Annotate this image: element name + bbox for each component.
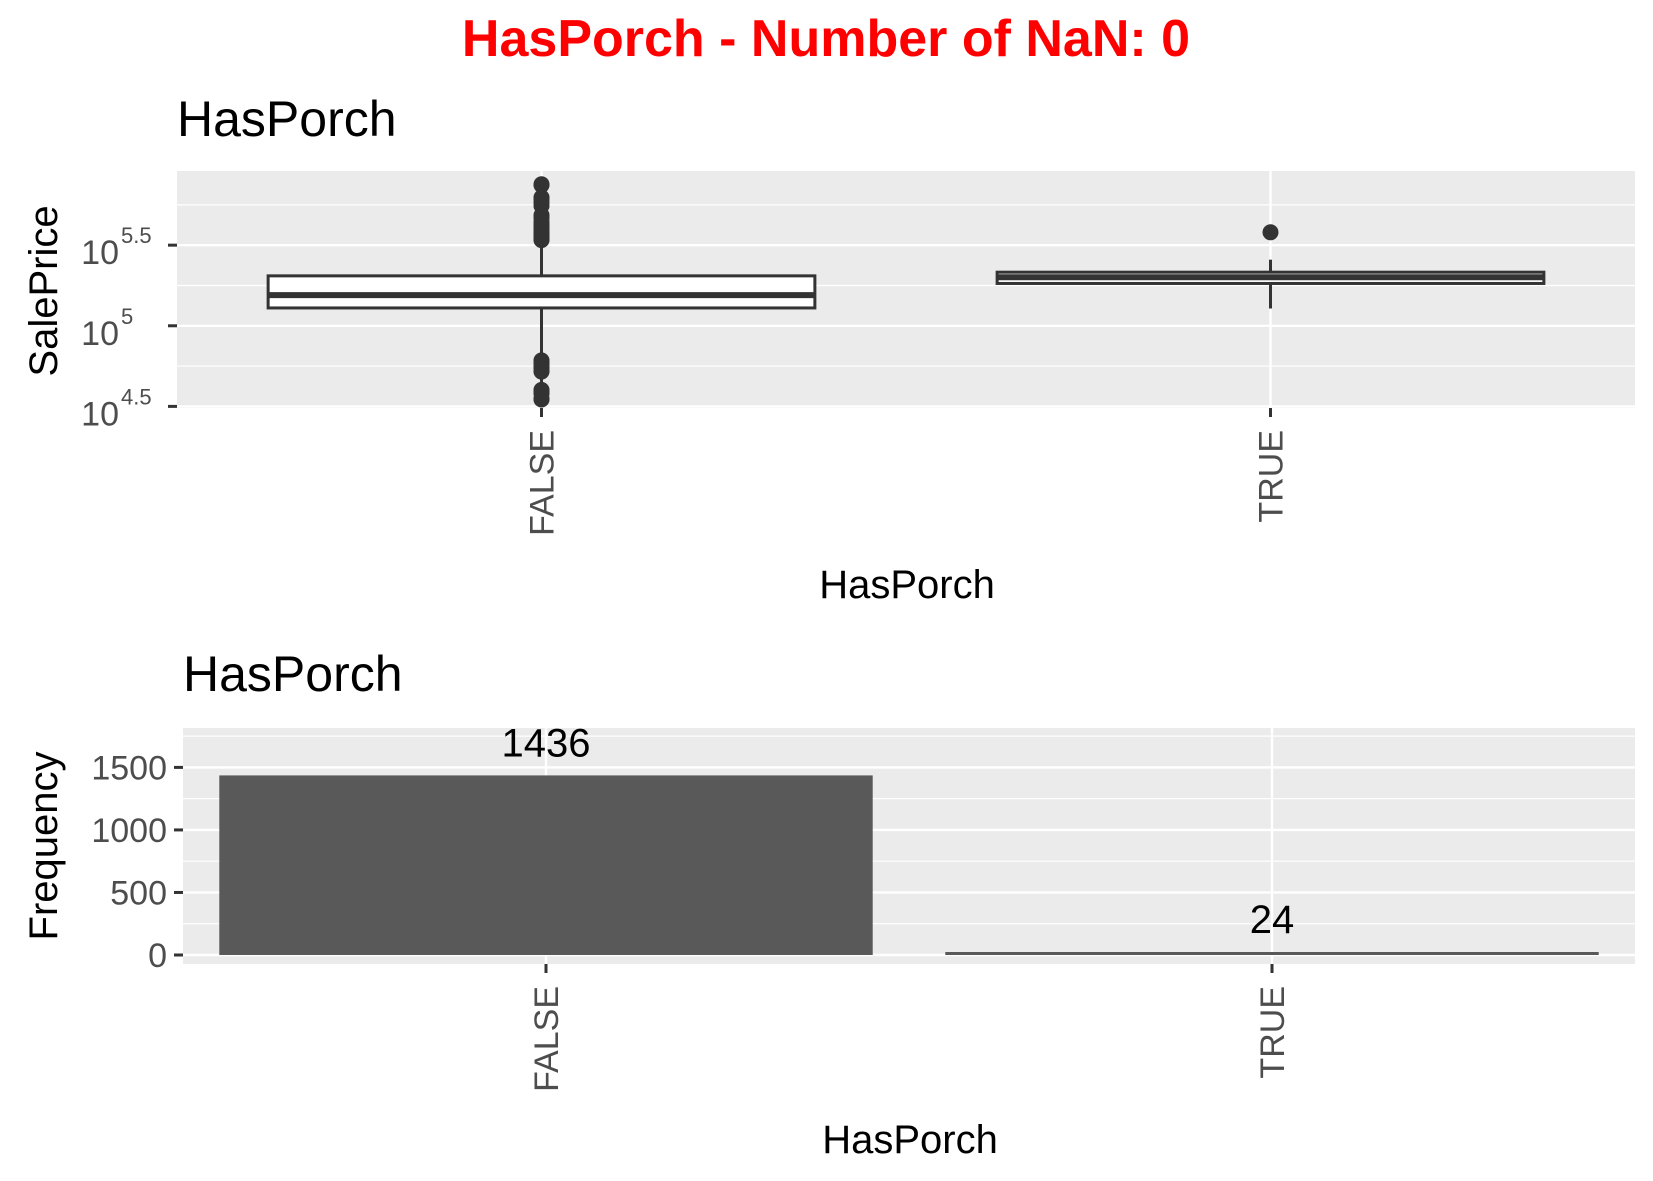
main-title: HasPorch - Number of NaN: 0 [462,10,1190,68]
barplot-x-tick-label: TRUE [1254,986,1292,1079]
barplot-title: HasPorch [183,646,403,702]
boxplot-x-tick-label: TRUE [1253,430,1291,523]
barplot-y-axis: 0 500 1000 1500 [91,749,183,975]
boxplot-y-tick-exponent: 5.5 [121,223,152,248]
barplot-x-tick-label: FALSE [528,986,566,1092]
box-outlier-point [533,176,550,193]
bar-data-label: 24 [1250,898,1295,942]
boxplot-panel: HasPorch 10 4.510 510 5.5 FALSE TRUE HasPorc… [22,91,1635,607]
barplot-y-tick-label: 0 [148,937,167,975]
boxplot-y-axis-title: SalePrice [22,205,66,376]
boxplot-y-tick-exponent: 4.5 [121,384,152,409]
barplot-y-axis-title: Frequency [22,752,66,941]
boxplot-grid [177,171,1635,408]
barplot-y-tick-label: 1000 [91,812,167,850]
boxplot-y-tick-label: 10 [81,395,119,433]
barplot-panel: HasPorch 1436 24 0 500 1000 1500 FALSE TRUE H… [22,646,1635,1162]
bar-false [219,775,873,955]
box-outlier-point [533,189,550,206]
boxplot-x-tick-label: FALSE [524,430,562,536]
bar-data-label: 1436 [502,721,591,765]
barplot-marks: 1436 24 [219,721,1599,955]
box-true [995,224,1546,309]
boxplot-y-tick-label: 10 [81,234,119,272]
box-false [266,176,817,408]
box-outlier-point [1262,224,1279,241]
boxplot-marks [266,176,1546,408]
bar-true [945,951,1599,955]
boxplot-x-axis-title: HasPorch [819,563,995,607]
barplot-x-axis: FALSE TRUE [528,964,1292,1092]
box-outlier-point [533,352,550,369]
barplot-y-tick-label: 500 [110,874,167,912]
boxplot-x-axis: FALSE TRUE [524,408,1291,536]
boxplot-y-tick-exponent: 5 [121,304,133,329]
box-iqr [266,274,817,310]
box-outlier-point [533,381,550,398]
boxplot-y-tick-label: 10 [81,315,119,353]
boxplot-y-axis: 10 4.510 510 5.5 [81,223,177,433]
boxplot-title: HasPorch [177,91,397,147]
barplot-y-tick-label: 1500 [91,749,167,787]
barplot-x-axis-title: HasPorch [822,1118,998,1162]
